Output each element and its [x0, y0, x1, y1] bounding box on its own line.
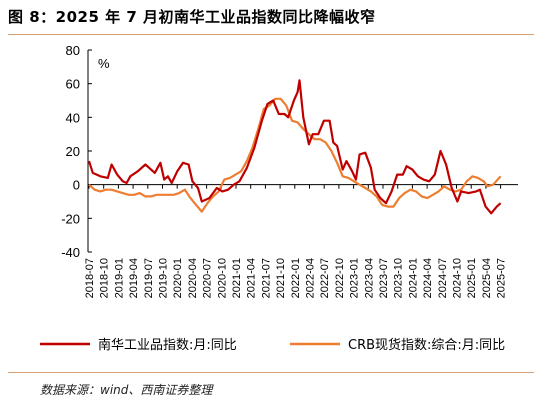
- x-tick-label: 2023-10: [393, 258, 405, 298]
- x-tick-label: 2020-01: [172, 258, 184, 298]
- x-tick-label: 2023-04: [363, 258, 375, 298]
- y-tick-label: -40: [61, 245, 80, 260]
- y-tick-label: 60: [66, 77, 80, 92]
- y-axis-unit-label: %: [98, 56, 110, 71]
- series-line-nanhua: [87, 79, 502, 215]
- x-tick-label: 2024-10: [452, 258, 464, 298]
- source-divider: [8, 372, 534, 373]
- x-tick-label: 2022-10: [334, 258, 346, 298]
- x-tick-label: 2025-04: [481, 258, 493, 298]
- x-tick-label: 2019-10: [158, 258, 170, 298]
- series-line-crb: [88, 97, 502, 213]
- x-tick-label: 2020-10: [216, 258, 228, 298]
- y-tick-label: 40: [66, 110, 80, 125]
- source-note: 数据来源：wind、西南证券整理: [40, 383, 213, 397]
- x-tick-label: 2024-07: [437, 258, 449, 298]
- x-tick-label: 2022-07: [319, 258, 331, 298]
- y-axis-ticks: -40 -20 0 20 40 60 80: [61, 43, 92, 260]
- x-tick-label: 2019-07: [143, 258, 155, 298]
- x-tick-label: 2023-07: [378, 258, 390, 298]
- y-tick-label: 0: [73, 178, 80, 193]
- title-divider: [8, 34, 534, 35]
- x-tick-label: 2021-07: [260, 258, 272, 298]
- chart-title: 图 8：2025 年 7 月初南华工业品指数同比降幅收窄: [8, 8, 376, 26]
- x-tick-label: 2018-10: [99, 258, 111, 298]
- series-lines: [87, 79, 502, 215]
- chart-axes: [87, 50, 518, 252]
- y-tick-label: 80: [66, 43, 80, 58]
- x-tick-label: 2019-01: [113, 258, 125, 298]
- y-tick-label: -20: [61, 211, 80, 226]
- x-tick-label: 2024-01: [407, 258, 419, 298]
- y-tick-label: 20: [66, 144, 80, 159]
- legend-item-nanhua-label: 南华工业品指数:月:同比: [98, 337, 237, 353]
- legend-item-crb-label: CRB现货指数:综合:月:同比: [348, 337, 505, 353]
- x-tick-label: 2021-10: [275, 258, 287, 298]
- x-tick-label: 2022-04: [305, 258, 317, 298]
- x-tick-label: 2018-07: [84, 258, 96, 298]
- chart-legend: 南华工业品指数:月:同比 CRB现货指数:综合:月:同比: [40, 337, 505, 353]
- x-tick-label: 2024-04: [422, 258, 434, 298]
- x-tick-label: 2019-04: [128, 258, 140, 298]
- x-tick-label: 2022-01: [290, 258, 302, 298]
- x-tick-label: 2025-01: [466, 258, 478, 298]
- x-tick-label: 2020-07: [202, 258, 214, 298]
- x-tick-label: 2025-07: [496, 258, 508, 298]
- x-tick-label: 2021-04: [246, 258, 258, 298]
- x-tick-label: 2023-01: [349, 258, 361, 298]
- x-tick-label: 2021-01: [231, 258, 243, 298]
- x-axis-ticks: 2018-07 2018-10 2019-01 2019-04 2019-07 2019-…: [84, 184, 508, 298]
- x-tick-label: 2020-04: [187, 258, 199, 298]
